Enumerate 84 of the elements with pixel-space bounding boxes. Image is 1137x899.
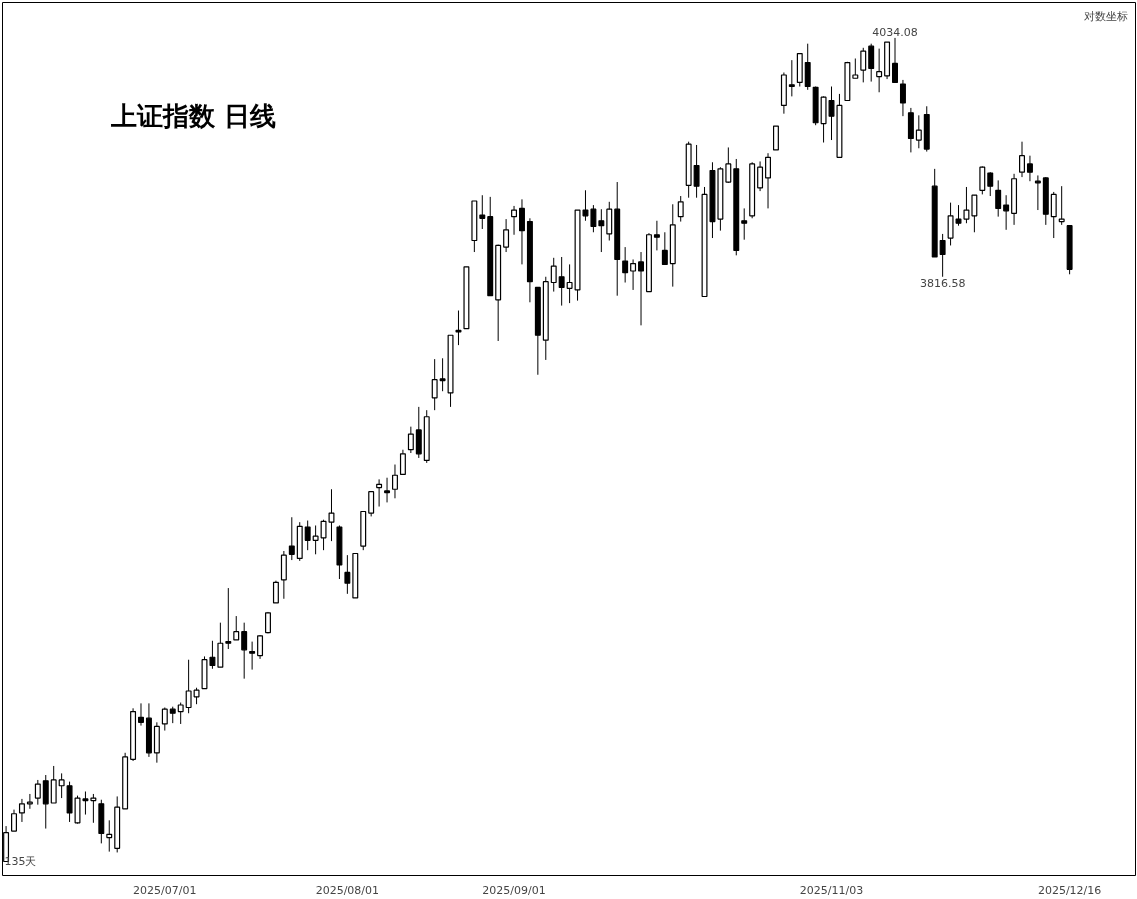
candlestick [995,179,1002,218]
candlestick [653,220,660,251]
candlestick [431,358,438,411]
candlestick [1050,191,1057,239]
candlestick [971,194,978,233]
candlestick [407,426,414,454]
candlestick [1003,194,1010,231]
candlestick [312,524,319,555]
candlestick [757,160,764,192]
candlestick [1026,155,1033,182]
candlestick [852,58,859,79]
candlestick [558,256,565,307]
candlestick [788,59,795,97]
candlestick [50,765,57,804]
candlestick [249,641,256,671]
x-tick-label: 2025/09/01 [482,883,546,897]
candlestick [233,615,240,641]
candlestick [899,79,906,117]
candlestick [106,819,113,853]
candlestick [42,774,49,830]
candlestick [217,622,224,668]
candlestick [1019,141,1025,178]
candlestick [225,587,232,650]
candlestick [161,706,168,732]
candlestick [11,809,17,832]
candlestick [1034,174,1041,211]
x-tick-label: 2025/08/01 [315,883,380,897]
annotation: 135天 [4,854,37,868]
candlestick [598,208,605,253]
candlestick [368,491,375,517]
candlestick [257,634,264,660]
candlestick [622,246,629,284]
candlestick [772,125,779,151]
candlestick [177,702,184,725]
candlestick [58,772,65,799]
candlestick [550,257,557,293]
candlestick [241,622,248,680]
candlestick [693,144,700,199]
candlestick [344,554,351,595]
x-tick-label: 2025/12/16 [1037,883,1102,897]
candlestick [661,231,668,265]
text: 对数坐标 [1083,9,1128,23]
candlestick [34,779,41,806]
candlestick [511,205,518,236]
candlestick [415,406,422,459]
candlestick [725,146,732,184]
candlestick [963,186,970,224]
x-tick-label: 2025/11/03 [799,883,864,897]
candlestick [804,43,811,91]
candlestick [399,449,406,476]
candlestick [638,251,645,326]
candlestick [90,793,97,824]
candlestick [868,43,875,83]
candlestick [860,47,867,83]
annotation: 4034.08 [872,25,918,39]
candlestick [630,258,637,291]
candlestick [892,37,898,83]
candlestick [439,357,446,392]
candlestick [288,516,295,561]
candlestick [272,580,279,604]
text: 上证指数 日线 [109,100,276,131]
candlestick [1058,185,1065,226]
candlestick [304,520,311,551]
candlestick [479,194,486,230]
candlestick [876,48,883,93]
candlestick [741,207,748,241]
candlestick [987,171,994,197]
candlestick [384,477,391,503]
candlestick [765,152,771,209]
candlestick [566,263,573,304]
candlestick [939,233,946,278]
candlestick [979,165,986,195]
candlestick [455,310,462,346]
candlestick [138,702,144,727]
candlestick [18,798,25,823]
candlestick [677,195,684,223]
candlestick [915,114,922,149]
x-tick-label: 2025/07/01 [133,883,197,897]
candlestick [503,218,510,253]
candlestick [376,478,383,508]
candlestick [185,659,192,714]
candlestick [392,464,398,499]
annotation: 3816.58 [919,276,966,290]
candlestick [518,198,525,265]
